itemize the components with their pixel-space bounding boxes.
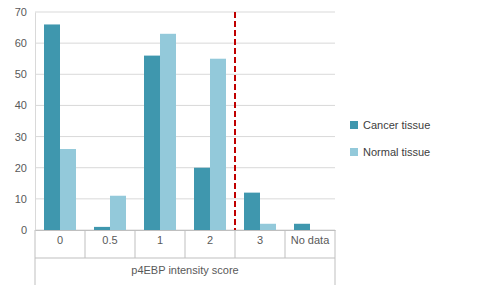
x-tick: 1 — [157, 230, 163, 246]
x-tick: No data — [291, 230, 330, 246]
y-tick-label: 60 — [15, 37, 27, 49]
y-tick: 10 — [15, 193, 35, 205]
grid-line — [35, 198, 335, 199]
x-tick-label: 1 — [157, 234, 163, 246]
legend-item: Normal tissue — [350, 146, 430, 158]
bar — [194, 168, 210, 230]
grid-line — [35, 167, 335, 168]
bar — [260, 224, 276, 230]
bar — [210, 59, 226, 230]
bar — [94, 227, 110, 230]
grid-line — [35, 136, 335, 137]
grid-line — [35, 74, 335, 75]
bar — [144, 56, 160, 230]
y-tick-label: 10 — [15, 193, 27, 205]
y-tick: 20 — [15, 162, 35, 174]
separator — [35, 258, 335, 259]
legend-item: Cancer tissue — [350, 119, 430, 131]
y-tick: 50 — [15, 68, 35, 80]
bar — [44, 24, 60, 230]
y-tick-label: 30 — [15, 131, 27, 143]
x-tick: 2 — [207, 230, 213, 246]
y-tick: 70 — [15, 6, 35, 18]
grid-line — [35, 43, 335, 44]
y-tick-label: 50 — [15, 68, 27, 80]
grid — [35, 12, 335, 230]
legend-label: Normal tissue — [363, 146, 430, 158]
x-tick-label: 0 — [57, 234, 63, 246]
x-tick-label: 0.5 — [102, 234, 117, 246]
chart: 0 10 20 30 40 50 60 70 0 0.5 1 2 3 No data p4EBP inten… — [0, 0, 480, 288]
y-tick-label: 40 — [15, 99, 27, 111]
x-tick-label: 2 — [207, 234, 213, 246]
bar — [160, 34, 176, 230]
category-separators — [35, 230, 335, 285]
bar — [294, 224, 310, 230]
x-tick: 3 — [257, 230, 263, 246]
legend-label: Cancer tissue — [363, 119, 430, 131]
bars — [44, 24, 310, 230]
x-tick: 0.5 — [102, 230, 117, 246]
y-tick: 0 — [21, 224, 35, 236]
separator — [85, 230, 86, 258]
series — [60, 34, 276, 230]
y-tick: 40 — [15, 99, 35, 111]
grid-line — [35, 105, 335, 106]
y-tick-label: 20 — [15, 162, 27, 174]
x-tick-label: 3 — [257, 234, 263, 246]
y-axis: 0 10 20 30 40 50 60 70 — [15, 6, 36, 236]
y-tick: 30 — [15, 131, 35, 143]
grid-line — [35, 12, 335, 13]
legend-swatch — [350, 148, 358, 156]
legend-swatch — [350, 121, 358, 129]
threshold-line — [234, 12, 236, 230]
separator — [185, 230, 186, 258]
legend: Cancer tissue Normal tissue — [350, 119, 430, 158]
separator — [235, 230, 236, 258]
x-tick-label: No data — [291, 234, 330, 246]
bar — [110, 196, 126, 230]
y-tick-label: 70 — [15, 6, 27, 18]
separator — [285, 230, 286, 258]
y-tick-label: 0 — [21, 224, 27, 236]
x-tick: 0 — [57, 230, 63, 246]
y-tick: 60 — [15, 37, 35, 49]
bar — [60, 149, 76, 230]
series — [44, 24, 310, 230]
separator — [135, 230, 136, 258]
x-axis-title: p4EBP intensity score — [131, 264, 238, 276]
bar — [310, 230, 326, 231]
y-axis-line — [35, 13, 36, 231]
bar — [244, 193, 260, 230]
